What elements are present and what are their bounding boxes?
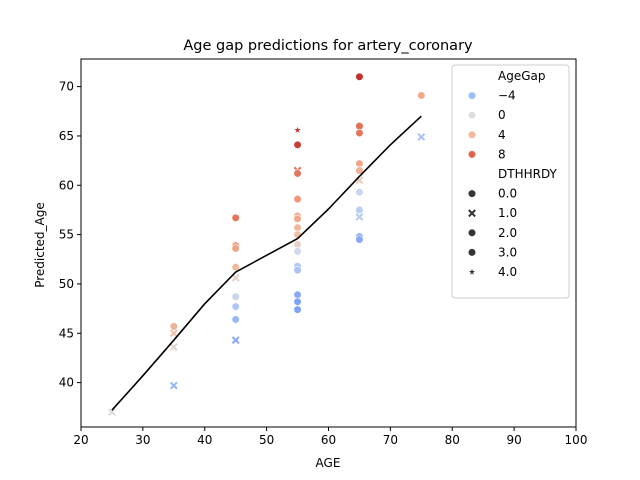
data-point bbox=[169, 329, 178, 338]
data-point bbox=[231, 302, 240, 311]
marker-stroke bbox=[355, 176, 364, 185]
marker-stroke bbox=[169, 381, 178, 390]
x-tick-label: 40 bbox=[197, 433, 212, 447]
marker-stroke bbox=[231, 336, 240, 345]
data-point bbox=[293, 140, 302, 149]
legend-style-marker bbox=[467, 248, 477, 257]
chart-title: Age gap predictions for artery_coronary bbox=[183, 38, 473, 54]
legend-style-marker bbox=[467, 189, 477, 198]
marker-stroke bbox=[417, 133, 426, 141]
legend: AgeGap −4 0 4 8 DTHHRDY 0.0 1.0 2.0 3.0 4.0 bbox=[451, 64, 570, 299]
legend-style-label: 0.0 bbox=[498, 187, 517, 201]
marker-stroke bbox=[355, 212, 364, 221]
data-point bbox=[108, 408, 116, 417]
legend-hue-label: 8 bbox=[498, 147, 506, 161]
legend-hue-marker bbox=[467, 130, 477, 139]
y-axis-label: Predicted_Age bbox=[33, 202, 47, 288]
data-point bbox=[169, 343, 178, 351]
data-point bbox=[231, 336, 240, 345]
data-point bbox=[293, 290, 302, 299]
y-tick-label: 70 bbox=[59, 80, 74, 94]
x-tick-label: 70 bbox=[383, 433, 398, 447]
legend-hue-marker bbox=[467, 91, 477, 100]
y-tick-label: 55 bbox=[59, 228, 74, 242]
data-point bbox=[169, 322, 178, 331]
data-point bbox=[417, 133, 426, 141]
marker-stroke bbox=[169, 329, 178, 338]
legend-style-title: DTHHRDY bbox=[498, 167, 558, 181]
marker-stroke bbox=[108, 408, 116, 417]
y-tick-label: 50 bbox=[59, 277, 74, 291]
y-tick-label: 40 bbox=[59, 376, 74, 390]
data-point bbox=[231, 274, 240, 282]
data-point bbox=[355, 72, 364, 81]
marker-stroke bbox=[468, 209, 476, 218]
plot-area bbox=[108, 72, 426, 417]
data-point bbox=[293, 240, 302, 249]
data-point bbox=[355, 235, 364, 244]
x-tick-label: 30 bbox=[135, 433, 150, 447]
data-point bbox=[231, 292, 240, 301]
legend-hue-label: 4 bbox=[498, 128, 506, 142]
x-tick-label: 90 bbox=[506, 433, 521, 447]
data-point bbox=[293, 305, 302, 314]
data-point bbox=[293, 297, 302, 306]
data-point bbox=[293, 247, 302, 256]
data-point bbox=[355, 166, 364, 175]
data-point bbox=[293, 194, 302, 204]
x-tick-label: 80 bbox=[445, 433, 460, 447]
legend-hue-label: 0 bbox=[498, 108, 506, 122]
legend-hue-label: −4 bbox=[498, 89, 516, 103]
legend-hue-title: AgeGap bbox=[498, 69, 545, 83]
legend-hue-marker bbox=[467, 150, 477, 159]
data-point bbox=[355, 159, 364, 168]
x-tick-label: 100 bbox=[565, 433, 588, 447]
data-point bbox=[355, 121, 364, 131]
marker-stroke bbox=[169, 343, 178, 351]
data-point bbox=[231, 263, 240, 272]
legend-box bbox=[451, 64, 570, 299]
data-point bbox=[293, 230, 302, 239]
legend-style-label: 1.0 bbox=[498, 206, 517, 220]
x-tick-label: 20 bbox=[73, 433, 88, 447]
legend-style-label: 3.0 bbox=[498, 245, 517, 259]
data-point bbox=[293, 169, 302, 178]
x-tick-label: 60 bbox=[321, 433, 336, 447]
legend-style-marker bbox=[468, 209, 476, 218]
data-point bbox=[231, 213, 240, 222]
data-point bbox=[355, 188, 364, 197]
legend-style-label: 4.0 bbox=[498, 265, 517, 279]
data-point bbox=[355, 205, 364, 215]
legend-style-marker bbox=[468, 268, 476, 275]
data-point bbox=[417, 91, 426, 100]
marker-stroke bbox=[231, 274, 240, 282]
data-point bbox=[231, 244, 240, 253]
y-tick-label: 45 bbox=[59, 326, 74, 340]
legend-style-marker bbox=[467, 228, 477, 237]
legend-style-label: 2.0 bbox=[498, 226, 517, 240]
y-tick-label: 60 bbox=[59, 178, 74, 192]
legend-hue-marker bbox=[467, 111, 477, 120]
data-point bbox=[231, 315, 240, 324]
trend-line bbox=[111, 115, 422, 411]
data-point bbox=[294, 126, 301, 133]
data-point bbox=[293, 266, 302, 275]
data-point bbox=[169, 381, 178, 390]
data-point bbox=[355, 128, 364, 138]
data-point bbox=[293, 223, 302, 232]
data-point bbox=[293, 214, 302, 223]
x-axis-label: AGE bbox=[316, 456, 341, 470]
data-point bbox=[355, 212, 364, 221]
x-tick-label: 50 bbox=[259, 433, 274, 447]
y-tick-label: 65 bbox=[59, 129, 74, 143]
